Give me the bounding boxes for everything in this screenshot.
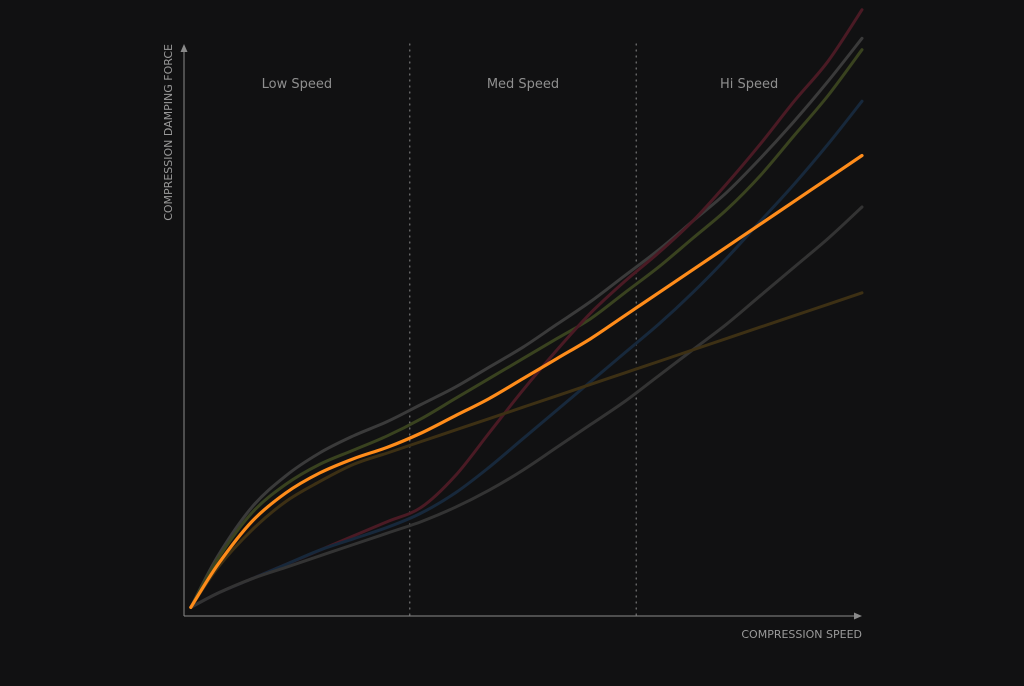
- series-line: [189, 205, 864, 609]
- y-axis-label: COMPRESSION DAMPING FORCE: [162, 44, 175, 221]
- series-line: [189, 291, 864, 609]
- series-line: [189, 48, 864, 609]
- axes: [180, 44, 862, 620]
- x-axis-label: COMPRESSION SPEED: [741, 628, 862, 641]
- zone-label: Low Speed: [262, 77, 332, 92]
- zone-label: Hi Speed: [720, 77, 778, 92]
- series-line: [189, 99, 864, 609]
- series-lines: [189, 8, 864, 609]
- zone-label: Med Speed: [487, 77, 559, 92]
- series-line: [189, 8, 864, 609]
- y-axis-arrow: [180, 44, 188, 52]
- x-axis-arrow: [854, 612, 862, 620]
- series-line: [189, 36, 864, 609]
- highlight-series-line: [189, 153, 864, 609]
- speed-zone-labels: Low Speed Med Speed Hi Speed: [262, 77, 779, 92]
